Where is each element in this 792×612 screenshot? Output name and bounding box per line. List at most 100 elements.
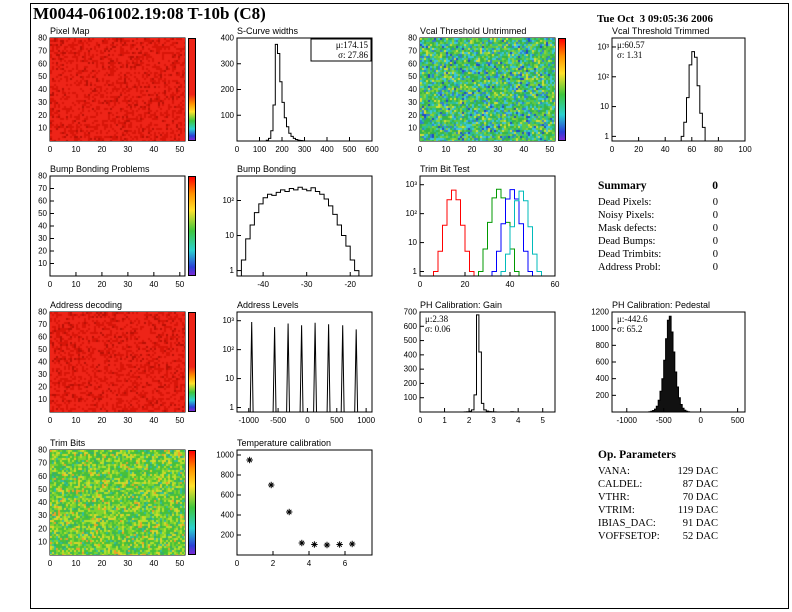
x-tick-label: 10	[442, 145, 451, 154]
y-tick-label: 10	[38, 537, 47, 546]
op-parameters-title: Op. Parameters	[598, 449, 676, 461]
op-parameter-row: VTHR: 70 DAC	[598, 492, 718, 503]
trim-bits-plot: Trim Bits 0 10 20 30 40 50 10 20 30 40 50 60 70 80	[14, 438, 219, 572]
x-tick-label: 300	[298, 145, 312, 154]
x-tick-label: 30	[123, 559, 132, 568]
page-title: M0044-061002.19:08 T-10b (C8)	[33, 4, 266, 23]
x-tick-label: 20	[97, 416, 106, 425]
y-tick-label: 30	[38, 98, 47, 107]
x-tick-label: 50	[175, 280, 184, 289]
y-tick-label: 10	[225, 231, 234, 240]
scatter-marker	[336, 541, 343, 548]
x-tick-label: 4	[307, 559, 312, 568]
x-tick-label: 600	[365, 145, 379, 154]
summary-title: Summary	[598, 180, 647, 192]
y-tick-label: 10	[408, 238, 417, 247]
op-parameters-panel: Op. Parameters VANA: 129 DAC CALDEL: 87 DA…	[598, 449, 718, 543]
y-tick-label: 400	[596, 374, 610, 383]
scatter-marker	[246, 456, 253, 464]
x-tick-label: 200	[275, 145, 289, 154]
y-tick-label: 10²	[222, 345, 234, 354]
vcal-threshold-trimmed-plot: Vcal Threshold Trimmed 0 20 40 60 80 100 1 10 10²…	[576, 26, 759, 158]
x-tick-label: 500	[343, 145, 357, 154]
plot-title: Vcal Threshold Untrimmed	[420, 26, 526, 36]
y-tick-label: 1000	[591, 324, 609, 333]
y-tick-label: 80	[38, 172, 47, 181]
y-tick-label: 40	[408, 85, 417, 94]
plot-title: PH Calibration: Pedestal	[612, 300, 710, 310]
x-tick-label: 10	[72, 416, 81, 425]
y-tick-label: 50	[38, 345, 47, 354]
x-tick-label: 40	[506, 280, 515, 289]
bump-bonding-problems-svg: Bump Bonding Problems 0 10 20 30 40 50 10 20 30 40…	[38, 164, 186, 289]
trim-bit-test-svg: Trim Bit Test 0 20 40 60 1 10 10² 10³	[405, 164, 560, 289]
x-tick-label: 0	[235, 145, 240, 154]
vcal-threshold-untrimmed-heatmap	[420, 38, 555, 141]
y-tick-label: 10³	[222, 316, 234, 325]
scatter-marker	[268, 481, 275, 489]
y-tick-label: 10	[38, 395, 47, 404]
s-curve-widths-plot: S-Curve widths 0 100 200 300 400 500 600 100 200 3…	[201, 26, 386, 158]
y-tick-label: 20	[38, 524, 47, 533]
y-tick-label: 20	[408, 111, 417, 120]
x-tick-label: 10	[72, 145, 81, 154]
y-tick-label: 60	[38, 333, 47, 342]
vcal-threshold-untrimmed-plot: Vcal Threshold Untrimmed 0 10 20 30 40 50 10 20 3…	[384, 26, 589, 158]
plot-title: Trim Bits	[50, 438, 86, 448]
plot-title: Address Levels	[237, 300, 299, 310]
x-tick-label: 30	[123, 280, 132, 289]
x-tick-label: 0	[48, 280, 53, 289]
y-tick-label: 200	[221, 531, 235, 540]
x-tick-label: 10	[72, 559, 81, 568]
y-tick-label: 800	[221, 471, 235, 480]
bump-bonding-problems-plot: Bump Bonding Problems 0 10 20 30 40 50 10 20 30 40…	[14, 164, 219, 293]
op-parameter-row: VTRIM: 119 DAC	[598, 505, 718, 516]
y-tick-label: 40	[38, 85, 47, 94]
x-tick-label: 0	[610, 145, 615, 154]
op-parameter-row: IBIAS_DAC: 91 DAC	[598, 518, 718, 529]
stat-sigma: σ: 1.31	[617, 50, 642, 60]
y-tick-label: 80	[408, 34, 417, 43]
summary-row: Noisy Pixels: 0	[598, 210, 718, 221]
y-tick-label: 200	[404, 379, 418, 388]
y-tick-label: 10³	[597, 42, 609, 51]
scatter-marker	[298, 539, 305, 547]
x-tick-label: 40	[149, 280, 158, 289]
y-tick-label: 1200	[591, 308, 609, 317]
y-tick-label: 1	[230, 266, 235, 275]
x-tick-label: 0	[305, 416, 310, 425]
y-tick-label: 600	[596, 358, 610, 367]
stat-mu: μ:-442.6	[617, 314, 648, 324]
plot-title: Temperature calibration	[237, 438, 331, 448]
stat-sigma: σ: 0.06	[425, 324, 451, 334]
y-tick-label: 40	[38, 222, 47, 231]
x-tick-label: 400	[320, 145, 334, 154]
op-parameter-row: CALDEL: 87 DAC	[598, 479, 718, 490]
ph-calibration-gain-svg: PH Calibration: Gain 0 1 2 3 4 5 100 200 300 400 50…	[404, 300, 556, 425]
y-tick-label: 30	[38, 370, 47, 379]
y-tick-label: 70	[408, 46, 417, 55]
y-tick-label: 400	[404, 350, 418, 359]
trim-bits-heatmap	[50, 450, 185, 555]
y-tick-label: 1000	[216, 451, 234, 460]
plot-title: Trim Bit Test	[420, 164, 470, 174]
y-tick-label: 600	[221, 491, 235, 500]
x-tick-label: 4	[516, 416, 521, 425]
pixel-map-plot: Pixel Map 0 10 20 30 40 50 10 20 30 40 50 60 70 80	[14, 26, 219, 158]
s-curve-widths-svg: S-Curve widths 0 100 200 300 400 500 600 100 200 3…	[221, 26, 380, 154]
ph-calibration-pedestal-plot: PH Calibration: Pedestal -1000 -500 0 500 200…	[576, 300, 759, 429]
address-decoding-heatmap	[50, 312, 185, 412]
trim-bit-test-plot: Trim Bit Test 0 20 40 60 1 10 10² 10³	[384, 164, 569, 293]
plot-title: Vcal Threshold Trimmed	[612, 26, 709, 36]
x-tick-label: -20	[344, 280, 356, 289]
scatter-marker	[323, 541, 331, 549]
x-tick-label: 80	[714, 145, 723, 154]
y-tick-label: 40	[38, 498, 47, 507]
x-tick-label: 5	[541, 416, 546, 425]
op-parameter-row: VANA: 129 DAC	[598, 466, 718, 477]
x-tick-label: 0	[235, 559, 240, 568]
y-tick-label: 200	[221, 85, 235, 94]
y-tick-label: 70	[38, 459, 47, 468]
y-tick-label: 10²	[405, 209, 417, 218]
x-tick-label: 20	[467, 145, 476, 154]
